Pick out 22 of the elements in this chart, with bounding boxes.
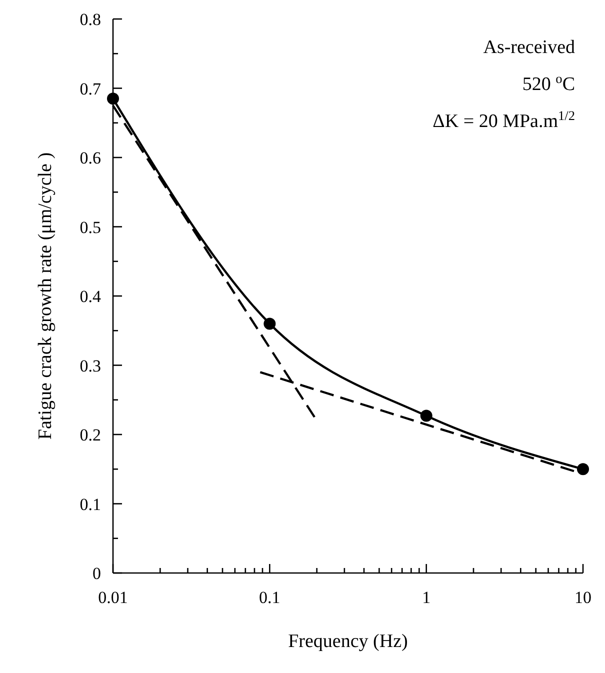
y-tick-label: 0.8 <box>80 10 101 29</box>
y-tick-label: 0 <box>92 564 101 583</box>
x-axis-title: Frequency (Hz) <box>288 631 408 652</box>
y-tick-label: 0.2 <box>80 426 101 444</box>
y-tick-label: 0.6 <box>80 148 101 168</box>
x-tick-label: 0.1 <box>259 588 280 607</box>
point <box>264 318 276 330</box>
y-tick-label: 0.3 <box>80 356 101 376</box>
x-tick-label: 1 <box>422 588 431 607</box>
annotation: ΔK = 20 MPa.m$^{1/2}$ <box>432 108 575 132</box>
x-tick-label: 10 <box>574 588 592 607</box>
point <box>420 410 432 422</box>
y-tick-label: 0.1 <box>80 494 101 514</box>
point <box>577 463 589 476</box>
annotation: 520 $^{o}$C <box>522 70 575 95</box>
x-tick-label: 0.01 <box>98 588 128 607</box>
y-tick-label: 0.4 <box>80 287 102 306</box>
y-tick-label: 0.5 <box>80 218 101 237</box>
annotation: As-received <box>483 37 576 58</box>
point <box>107 92 119 105</box>
y-axis-title: Fatigue crack growth rate (μm/cycle ) <box>35 152 56 440</box>
y-tick-label: 0.7 <box>80 79 102 98</box>
